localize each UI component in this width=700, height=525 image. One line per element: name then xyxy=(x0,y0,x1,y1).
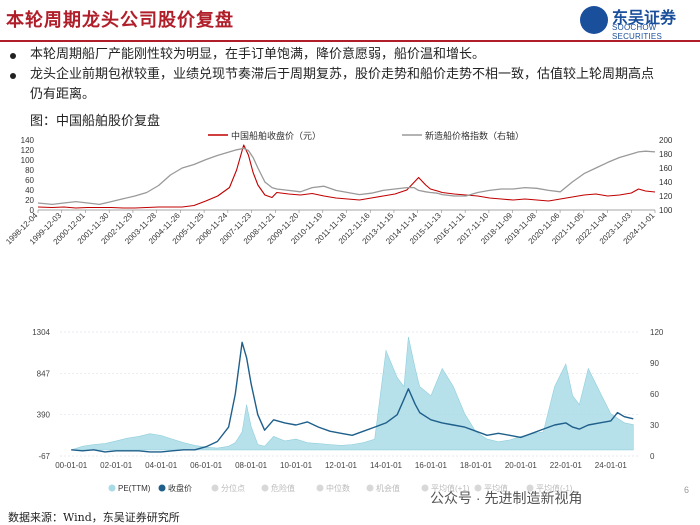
figure-caption: 图：中国船舶股价复盘 xyxy=(30,114,161,129)
bullet-dot-icon xyxy=(10,53,16,59)
x-tick-label: 22-01-01 xyxy=(550,461,583,470)
legend-label-2: 分位点 xyxy=(221,483,245,493)
legend-marker-1 xyxy=(158,484,166,492)
legend-label-3: 危险值 xyxy=(271,483,295,493)
brand-name: 东吴证券 xyxy=(612,8,677,27)
y-left-tick: 390 xyxy=(37,411,51,420)
x-tick-label: 16-01-01 xyxy=(415,461,448,470)
x-tick-label: 12-01-01 xyxy=(325,461,358,470)
header-divider xyxy=(0,40,700,42)
y-left-tick: -67 xyxy=(38,452,50,461)
legend-label-price: 中国船舶收盘价（元） xyxy=(231,130,321,141)
legend-label-8: 平均值(-1) xyxy=(536,483,573,493)
y-right-tick: 200 xyxy=(659,136,673,145)
chart-1: 中国船舶收盘价（元） 新造船价格指数（右轴） 140120100806040200… xyxy=(4,130,673,246)
legend-marker-2 xyxy=(211,484,219,492)
page-number: 6 xyxy=(684,485,690,495)
y-left-tick: 40 xyxy=(25,186,34,195)
bullet-1: 本轮周期船厂产能刚性较为明显，在手订单饱满，降价意愿弱，船价温和增长。 xyxy=(30,47,486,62)
y-right-tick: 0 xyxy=(650,452,655,461)
x-tick-label: 02-01-01 xyxy=(100,461,133,470)
series-line-index xyxy=(37,147,656,206)
page-title: 本轮周期龙头公司股价复盘 xyxy=(6,10,234,31)
y-right-tick: 90 xyxy=(650,359,659,368)
legend-label-0: PE(TTM) xyxy=(118,484,151,493)
x-tick-label: 10-01-01 xyxy=(280,461,313,470)
legend-marker-4 xyxy=(316,484,324,492)
y-right-tick: 180 xyxy=(659,150,673,159)
y-right-tick: 120 xyxy=(659,192,673,201)
series-area-pe xyxy=(71,336,634,451)
y-left-tick: 847 xyxy=(37,369,51,378)
y-left-tick: 20 xyxy=(25,196,34,205)
legend-marker-0 xyxy=(108,484,116,492)
y-right-tick: 30 xyxy=(650,421,659,430)
legend-marker-3 xyxy=(261,484,269,492)
y-right-tick: 100 xyxy=(659,206,673,215)
y-right-tick: 140 xyxy=(659,178,673,187)
legend-marker-6 xyxy=(421,484,429,492)
y-left-tick: 60 xyxy=(25,176,34,185)
brand-name-en: SOOCHOW SECURITIES xyxy=(612,23,663,41)
x-tick-label: 18-01-01 xyxy=(460,461,493,470)
legend-label-7: 平均值 xyxy=(484,483,508,493)
y-left-tick: 140 xyxy=(21,136,35,145)
legend-marker-5 xyxy=(366,484,374,492)
series-line-close xyxy=(71,341,634,453)
chart-2: 1304 847 390 -67 120 90 60 30 0 00-01-01 02-01-01 0… xyxy=(32,328,664,493)
y-right-tick: 160 xyxy=(659,164,673,173)
x-tick-label: 00-01-01 xyxy=(55,461,88,470)
y-left-tick: 80 xyxy=(25,166,34,175)
bullet-dot-icon xyxy=(10,73,16,79)
y-right-tick: 120 xyxy=(650,328,664,337)
y-right-tick: 60 xyxy=(650,390,659,399)
bullet-2-cont: 仍有距离。 xyxy=(30,87,96,102)
legend-label-5: 机会值 xyxy=(376,483,400,493)
y-left-tick: 1304 xyxy=(32,328,50,337)
watermark: 公众号 · 先进制造新视角 xyxy=(430,490,583,506)
x-tick-label: 08-01-01 xyxy=(235,461,268,470)
x-tick-label: 24-01-01 xyxy=(595,461,628,470)
legend-marker-7 xyxy=(474,484,482,492)
legend-label-4: 中位数 xyxy=(326,483,350,493)
x-tick-label: 06-01-01 xyxy=(190,461,223,470)
y-left-tick: 0 xyxy=(30,206,35,215)
legend-label-6: 平均值(+1) xyxy=(431,483,470,493)
series-line-price xyxy=(37,144,656,209)
legend-label-index: 新造船价格指数（右轴） xyxy=(425,130,524,141)
brand-logo-icon xyxy=(580,6,608,34)
legend-marker-8 xyxy=(526,484,534,492)
legend-label-1: 收盘价 xyxy=(168,483,192,493)
x-tick-label: 04-01-01 xyxy=(145,461,178,470)
x-tick-label: 14-01-01 xyxy=(370,461,403,470)
y-left-tick: 120 xyxy=(21,146,35,155)
x-tick-label: 20-01-01 xyxy=(505,461,538,470)
bullet-2: 龙头企业前期包袱较重，业绩兑现节奏滞后于周期复苏，股价走势和船价走势不相一致，估… xyxy=(30,67,655,82)
y-left-tick: 100 xyxy=(21,156,35,165)
data-source: 数据来源：Wind，东吴证券研究所 xyxy=(8,511,180,524)
